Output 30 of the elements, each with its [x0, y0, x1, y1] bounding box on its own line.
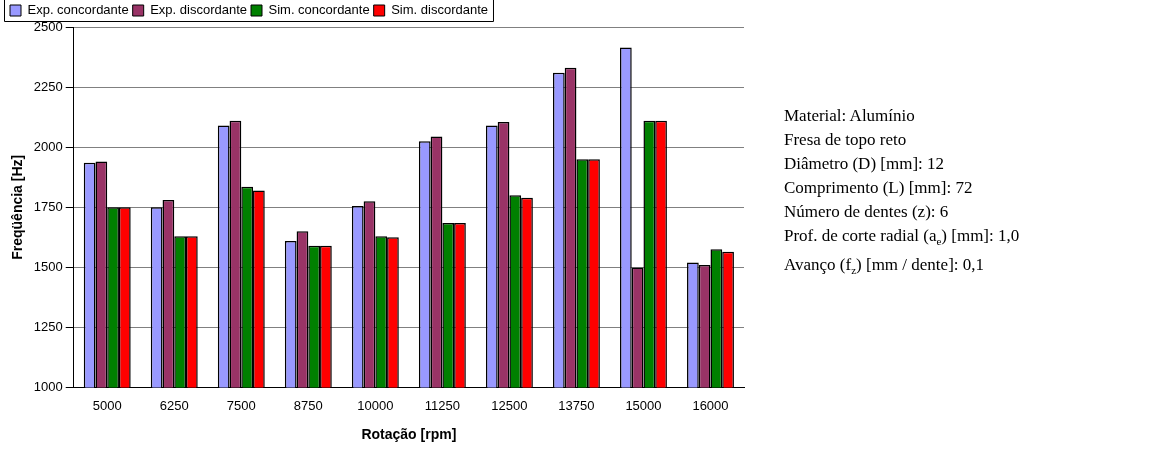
text: Prof. de corte radial (a$_{e}$) [mm]: 1,0: [784, 225, 1020, 250]
text: Número de dentes (z): 6: [784, 201, 950, 223]
x-tick-label: 13750: [558, 397, 595, 413]
y-tick-label: 1000: [33, 379, 63, 395]
text: Fresa de topo reto: [784, 129, 908, 151]
x-tick-label: 5000: [92, 397, 122, 413]
text: Comprimento (L) [mm]: 72: [784, 177, 974, 199]
y-tick-label: 2250: [33, 78, 63, 94]
x-tick-label: 16000: [692, 397, 729, 413]
x-tick-label: 12500: [491, 397, 528, 413]
x-axis-title: Rotação [rpm]: [361, 426, 457, 443]
x-tick-label: 11250: [424, 397, 460, 413]
legend-label: Sim. discordante: [391, 2, 488, 18]
y-tick-label: 1250: [33, 319, 63, 335]
x-tick-label: 6250: [159, 397, 189, 413]
x-tick-label: 15000: [625, 397, 662, 413]
legend-label: Exp. concordante: [27, 2, 129, 18]
text: Diâmetro (D) [mm]: 12: [784, 153, 946, 175]
x-tick-label: 7500: [226, 397, 256, 413]
legend-label: Exp. discordante: [150, 2, 248, 18]
y-tick-label: 2000: [33, 138, 63, 154]
legend-label: Sim. concordante: [268, 2, 370, 18]
y-tick-label: 2500: [33, 18, 63, 34]
text: Avanço (f$_{z}$) [mm / dente]: 0,1: [784, 254, 986, 279]
y-tick-label: 1750: [33, 198, 63, 214]
y-axis-title: Freqüência [Hz]: [9, 154, 26, 260]
text: Material: Alumínio: [784, 105, 916, 127]
x-tick-label: 8750: [293, 397, 323, 413]
y-tick-label: 1500: [33, 258, 63, 274]
x-tick-label: 10000: [357, 397, 394, 413]
